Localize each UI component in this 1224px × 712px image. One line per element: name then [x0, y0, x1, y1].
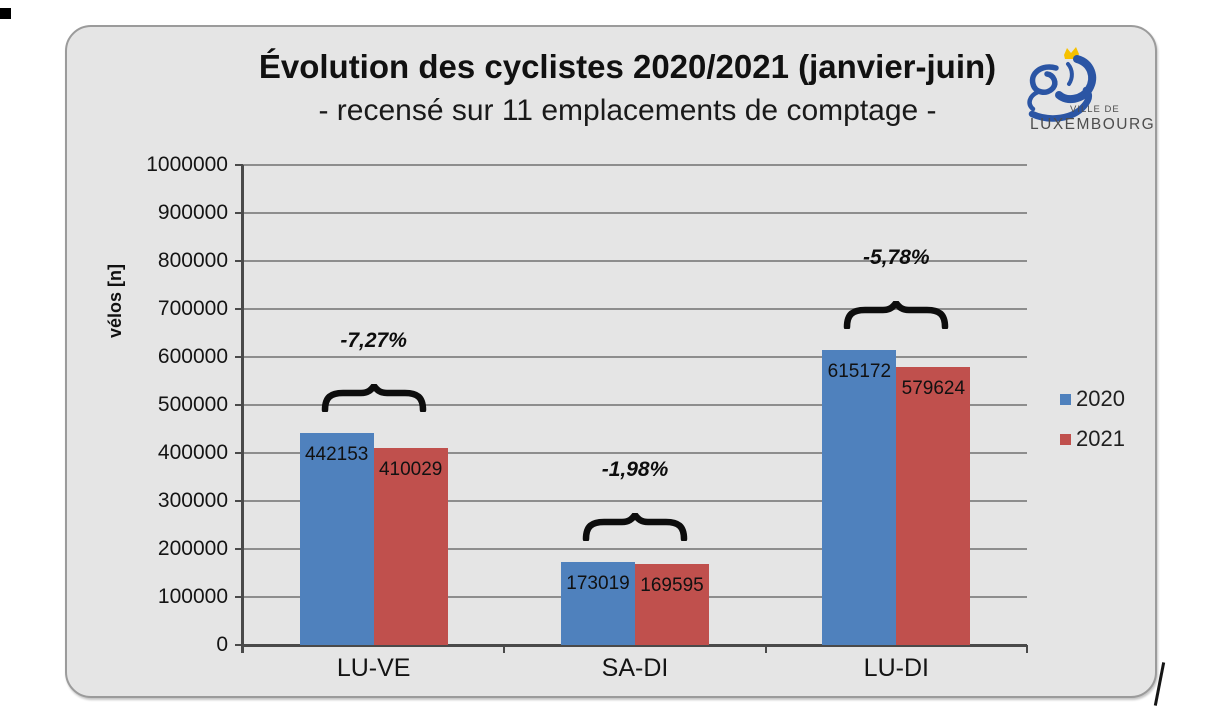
bar-2021-SA-DI [635, 563, 709, 645]
curly-brace-icon [582, 509, 688, 543]
chart-title: Évolution des cyclistes 2020/2021 (janvi… [258, 48, 997, 85]
percent-change-label: -7,27% [340, 328, 407, 352]
gridline [243, 164, 1027, 166]
legend-label: 2020 [1076, 386, 1125, 411]
legend-item-2020: 2020 [1060, 387, 1125, 411]
gridline [243, 260, 1027, 262]
lion-crown-icon [1027, 47, 1097, 122]
y-tick-label: 900000 [157, 201, 228, 224]
legend-swatch-2020 [1060, 393, 1071, 405]
ville-de-luxembourg-logo: VILLE DE LUXEMBOURG [1020, 44, 1156, 136]
bar-value-label: 442153 [304, 443, 369, 465]
legend-label: 2021 [1076, 426, 1125, 451]
curly-brace-icon [844, 297, 949, 330]
legend-swatch-2021 [1060, 433, 1071, 445]
x-axis-line [241, 644, 1027, 647]
gridline [243, 548, 1027, 550]
y-tick-label: 100000 [157, 585, 228, 608]
y-axis-line [241, 165, 244, 653]
bar-2021-LU-VE [373, 448, 448, 645]
y-tick-label: 600000 [157, 345, 228, 368]
gridline [243, 500, 1027, 502]
corner-mark [0, 8, 11, 19]
x-tick-mark [764, 645, 767, 653]
y-tick-label: 400000 [157, 441, 228, 464]
bar-2020-SA-DI [561, 561, 635, 645]
gridline [243, 308, 1027, 310]
y-tick-label: 200000 [157, 537, 228, 560]
x-tick-mark [1026, 645, 1028, 653]
y-tick-mark [235, 452, 243, 454]
x-category-label: LU-DI [863, 654, 929, 682]
bar-2020-LU-VE [299, 432, 374, 645]
curly-brace-icon [321, 380, 426, 414]
y-tick-mark [235, 212, 243, 214]
legend-item-2021: 2021 [1060, 427, 1125, 451]
bar-value-label: 173019 [566, 572, 630, 594]
bar-value-label: 169595 [640, 574, 704, 596]
bar-value-label: 579624 [901, 377, 966, 399]
x-tick-mark [503, 645, 506, 653]
logo-ville-de-text: VILLE DE [1070, 104, 1120, 115]
y-tick-mark [235, 260, 243, 262]
bar-value-label: 410029 [378, 459, 443, 481]
y-tick-label: 1000000 [146, 153, 228, 176]
y-tick-mark [235, 164, 243, 166]
brace-annotation [321, 380, 427, 414]
bar-2021-LU-DI [896, 366, 971, 645]
gridline [243, 356, 1027, 358]
gridline [243, 452, 1027, 454]
x-category-label: LU-VE [336, 654, 411, 682]
y-tick-mark [235, 356, 243, 358]
brace-annotation [582, 509, 688, 543]
y-tick-label: 800000 [157, 249, 228, 272]
x-tick-mark [242, 645, 244, 653]
brace-annotation [843, 297, 949, 330]
gridline [243, 404, 1027, 406]
y-tick-mark [235, 596, 243, 598]
logo-luxembourg-text: LUXEMBOURG [1030, 116, 1156, 133]
y-tick-label: 300000 [157, 489, 228, 512]
y-tick-mark [235, 308, 243, 310]
y-tick-label: 0 [216, 633, 228, 656]
y-tick-mark [235, 500, 243, 502]
y-tick-mark [235, 404, 243, 406]
chart-subtitle: - recensé sur 11 emplacements de comptag… [318, 94, 937, 127]
y-tick-mark [235, 644, 243, 646]
y-tick-mark [235, 548, 243, 550]
gridline [243, 212, 1027, 214]
y-tick-label: 700000 [157, 297, 228, 320]
percent-change-label: -5,78% [863, 245, 930, 269]
y-tick-label: 500000 [157, 393, 228, 416]
bar-value-label: 615172 [827, 360, 892, 382]
x-category-label: SA-DI [601, 654, 669, 682]
percent-change-label: -1,98% [601, 457, 669, 481]
bar-2020-LU-DI [822, 349, 897, 645]
